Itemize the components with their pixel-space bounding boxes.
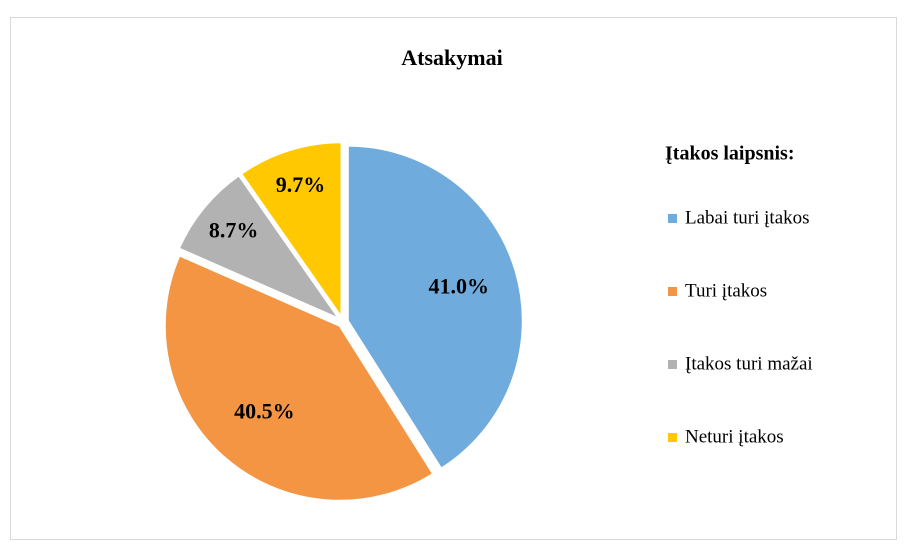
data-label: 41.0% — [429, 274, 490, 299]
pie-slice — [163, 254, 435, 502]
data-label: 40.5% — [234, 398, 295, 423]
legend-swatch — [668, 360, 677, 369]
pie-slice — [346, 144, 524, 470]
pie-slice — [177, 174, 342, 322]
legend-swatch — [668, 287, 677, 296]
legend-label: Įtakos turi mažai — [685, 353, 813, 374]
data-label: 8.7% — [209, 217, 259, 242]
pie-slice — [239, 141, 343, 321]
legend-label: Labai turi įtakos — [685, 207, 810, 228]
legend-swatch — [668, 214, 677, 223]
data-label: 9.7% — [276, 172, 326, 197]
chart-title: Atsakymai — [401, 45, 502, 70]
legend-swatch — [668, 433, 677, 442]
legend-label: Turi įtakos — [685, 280, 767, 301]
legend-title: Įtakos laipsnis: — [665, 143, 795, 165]
legend-label: Neturi įtakos — [685, 426, 784, 447]
